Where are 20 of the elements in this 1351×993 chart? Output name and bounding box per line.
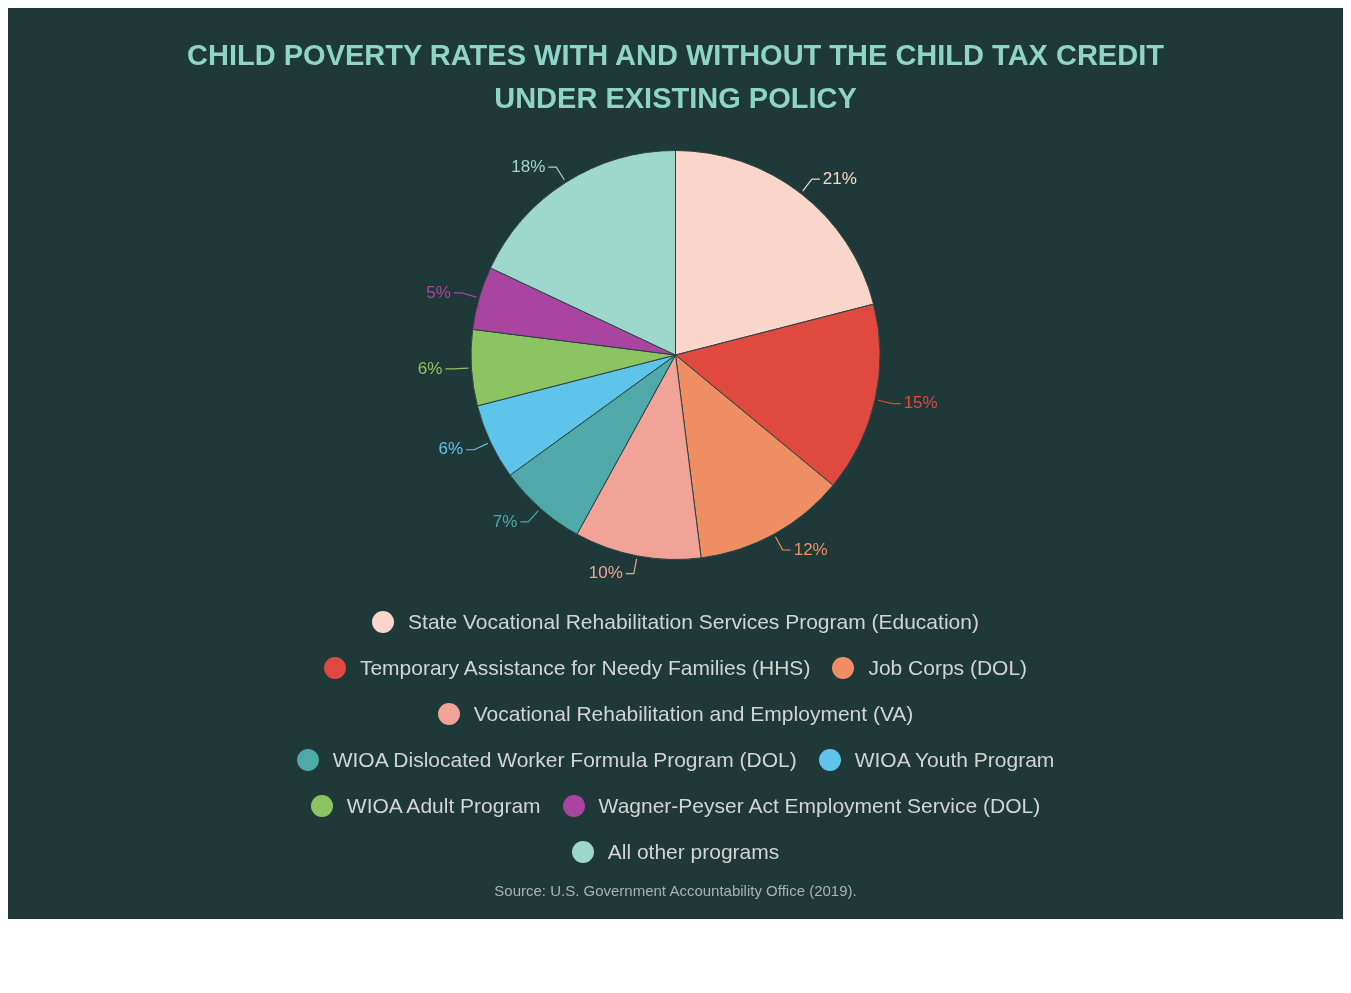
legend-label: Vocational Rehabilitation and Employment (VA) xyxy=(473,702,914,726)
legend-label: State Vocational Rehabilitation Services Program (Education) xyxy=(408,610,979,634)
legend-label: WIOA Youth Program xyxy=(854,748,1055,772)
data-label: 12% xyxy=(793,539,828,559)
legend-label: WIOA Dislocated Worker Formula Program (DOL) xyxy=(332,748,797,772)
chart-title: CHILD POVERTY RATES WITH AND WITHOUT THE CHILD TAX CREDIT UNDER EXISTING POLICY xyxy=(186,38,1165,116)
data-label: 18% xyxy=(511,156,546,176)
data-label: 10% xyxy=(588,563,623,583)
data-label: 21% xyxy=(822,168,857,188)
legend-label: WIOA Adult Program xyxy=(346,794,541,818)
source-note: Source: U.S. Government Accountability Office (2019). xyxy=(493,882,858,899)
legend-label: Temporary Assistance for Needy Families (HHS) xyxy=(359,656,811,680)
legend-label: All other programs xyxy=(607,840,780,864)
legend-label: Wagner-Peyser Act Employment Service (DOL) xyxy=(598,794,1041,818)
legend-label: Job Corps (DOL) xyxy=(868,656,1028,680)
data-label: 15% xyxy=(903,393,938,413)
data-label: 6% xyxy=(438,439,464,459)
data-label: 5% xyxy=(426,282,451,302)
data-label: 6% xyxy=(417,358,443,378)
data-label: 7% xyxy=(492,511,518,531)
